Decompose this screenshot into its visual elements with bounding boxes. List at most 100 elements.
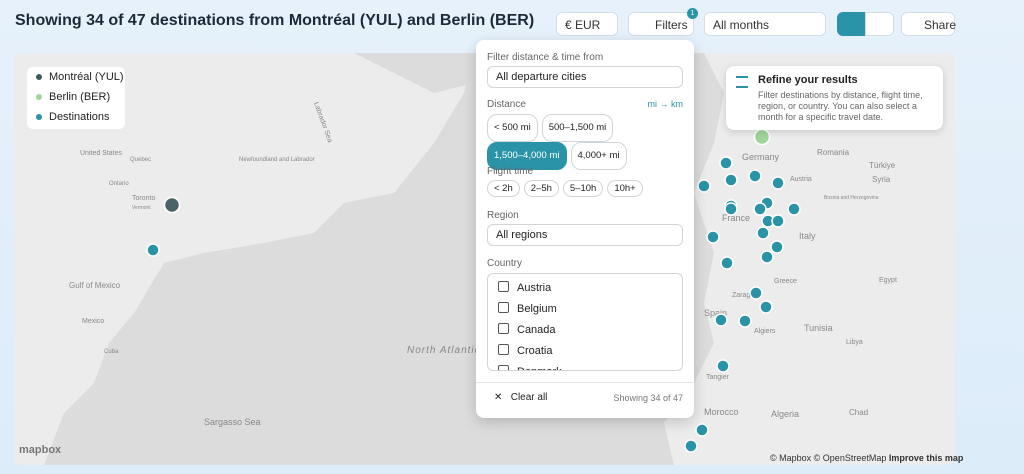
clear-label[interactable]: Clear all [510,392,548,403]
legend-item: Destinations [27,107,125,127]
map-label: Italy [799,231,816,241]
legend-label: Montréal (YUL) [49,71,124,83]
map-label: Sargasso Sea [204,417,261,427]
destination-marker[interactable] [753,202,767,216]
destination-marker[interactable] [756,226,770,240]
clear-all[interactable]: ✕ Clear all [494,392,548,403]
map-label: Türkiye [869,161,896,170]
country-option[interactable]: Austria [498,278,672,299]
country-name: Belgium [517,303,557,315]
map-canvas: mapbox United States Quebec Ontario Toronto… [14,53,955,465]
map-label: Spain [704,308,727,318]
attribution-link[interactable]: © OpenStreetMap [813,453,887,463]
flight-time-chip[interactable]: 2–5h [523,180,559,197]
checkbox[interactable] [498,344,509,355]
map-label: Gulf of Mexico [69,281,121,290]
flight-time-chip[interactable]: < 2h [487,180,520,197]
checkbox[interactable] [498,323,509,334]
distance-chip[interactable]: 4,000+ mi [570,142,627,170]
destination-marker[interactable] [771,214,785,228]
from-select[interactable]: All departure cities [487,66,683,88]
map-label: Algeria [771,409,799,419]
country-option[interactable]: Belgium [498,299,672,320]
map-label: Algiers [754,328,776,335]
filters-button[interactable]: Filters [628,12,694,36]
destination-marker[interactable] [719,156,733,170]
destination-marker[interactable] [748,169,762,183]
currency-select[interactable]: € EUR [556,12,618,36]
map-label: Egypt [879,277,897,284]
country-name: Austria [517,282,552,294]
destination-marker[interactable] [759,300,773,314]
months-select[interactable]: All months [704,12,826,36]
destination-marker[interactable] [749,286,763,300]
refine-tip: Refine your results Filter destinations … [726,66,943,130]
filters-badge: 1 [687,8,698,19]
map-label: Tunisia [804,323,833,333]
land-eurasia-africa [664,53,955,465]
map-label: Libya [846,339,863,346]
checkbox[interactable] [498,281,509,292]
destination-marker[interactable] [716,359,730,373]
origin-marker-berlin[interactable] [753,128,771,146]
country-option[interactable]: Denmark [498,362,672,370]
country-name: Canada [517,324,556,336]
destination-marker[interactable] [720,256,734,270]
tip-title: Refine your results [758,74,858,86]
distance-label: Distance [487,99,526,110]
map-label: Vermont [132,205,151,211]
flight-time-chip[interactable]: 5–10h [562,180,604,197]
map-label: Ontario [109,181,129,187]
country-option[interactable]: Canada [498,320,672,341]
destination-marker[interactable] [770,240,784,254]
destination-marker[interactable] [684,439,698,453]
map-label: Syria [872,175,891,184]
checkbox[interactable] [498,365,509,370]
origin-marker-montreal[interactable] [163,196,181,214]
share-button[interactable]: Share [901,12,956,36]
map-label: Chad [849,408,868,417]
destination-marker[interactable] [738,314,752,328]
checkbox[interactable] [498,302,509,313]
map-label: Germany [742,152,780,162]
map-label: Romania [817,148,850,157]
map-label: Zaragoza [732,292,762,299]
distance-chip[interactable]: 1,500–4,000 mi [487,142,567,170]
legend-label: Berlin (BER) [49,91,111,103]
legend-item: Berlin (BER) [27,87,125,107]
legend-item: Montréal (YUL) [27,67,125,87]
region-select[interactable]: All regions [487,224,683,246]
destination-marker[interactable] [724,202,738,216]
destination-marker[interactable] [771,176,785,190]
map-label: United States [80,150,123,157]
mapbox-logo: mapbox [19,444,62,456]
country-name: Denmark [517,366,562,370]
land-north-america [14,53,474,465]
flight-time-chip[interactable]: 10h+ [607,180,643,197]
unit-toggle[interactable]: mi → km [647,99,684,109]
distance-chip[interactable]: 500–1,500 mi [541,114,614,142]
country-list: Austria Belgium Canada Croatia Denmark [487,273,683,371]
sea [354,53,484,93]
distance-chip[interactable]: < 500 mi [487,114,538,142]
attribution-link[interactable]: Improve this map [888,453,964,463]
table-view-button[interactable] [865,12,894,36]
destination-marker[interactable] [724,173,738,187]
destination-marker[interactable] [787,202,801,216]
country-name: Croatia [517,345,553,357]
map-label: North Atlantic Ocean [407,345,519,356]
from-label: Filter distance & time from [487,52,604,63]
destination-marker[interactable] [760,250,774,264]
destination-marker[interactable] [697,179,711,193]
destination-marker[interactable] [714,313,728,327]
attribution-link[interactable]: © Mapbox [770,453,812,463]
destination-marker[interactable] [706,230,720,244]
country-option[interactable]: Croatia [498,341,672,362]
destination-marker[interactable] [146,243,160,257]
map-view-button[interactable] [837,12,865,36]
tip-icon [736,76,748,88]
map-label: Morocco [704,407,739,417]
destination-marker[interactable] [695,423,709,437]
map-legend: Montréal (YUL) Berlin (BER) Destinations [27,67,125,129]
flight-time-options: < 2h 2–5h 5–10h 10h+ [487,180,647,197]
